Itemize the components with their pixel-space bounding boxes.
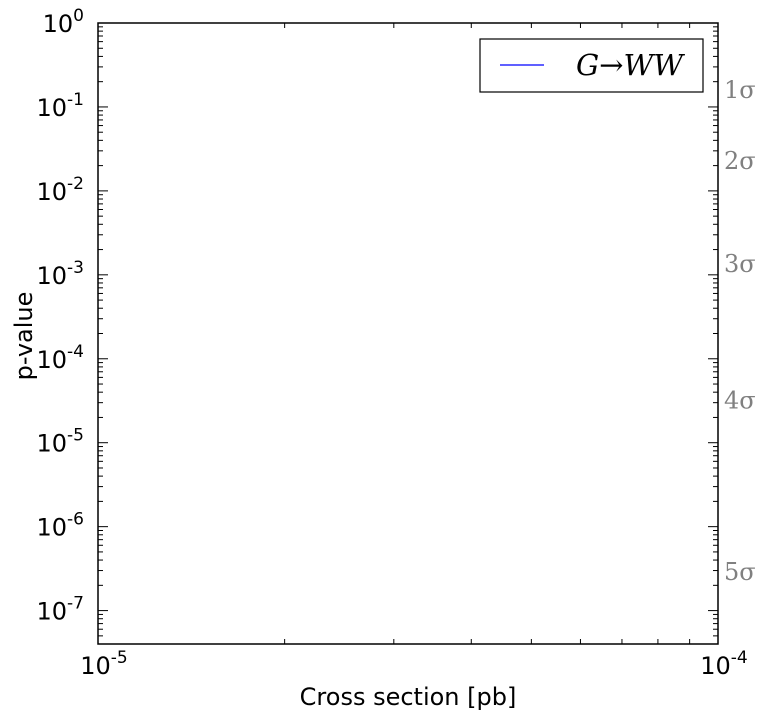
y-tick-labels: 100 10-1 10-2 10-3 10-4 10-5 10-6 10-7 (37, 6, 85, 626)
y-tick-label: 100 (43, 6, 84, 38)
plot-area (97, 22, 719, 645)
y-tick-label: 10-2 (37, 174, 85, 206)
y-tick-label: 10-6 (37, 510, 85, 542)
legend-label: G→WW (576, 48, 685, 82)
x-tick-labels: 10-5 10-4 (80, 648, 748, 680)
y-tick-label: 10-7 (37, 594, 85, 626)
sigma-label: 4σ (724, 387, 756, 415)
y-tick-label: 10-1 (37, 90, 85, 122)
sigma-labels: 1σ 2σ 3σ 4σ 5σ (724, 76, 756, 586)
sigma-label: 1σ (724, 76, 756, 104)
sigma-label: 5σ (724, 558, 756, 586)
y-tick-label: 10-5 (37, 426, 85, 458)
x-tick-label: 10-5 (80, 648, 128, 680)
y-tick-label: 10-4 (37, 342, 85, 374)
x-axis-title: Cross section [pb] (300, 683, 517, 711)
sigma-label: 3σ (724, 250, 756, 278)
sigma-label: 2σ (724, 147, 756, 175)
tick-marks (97, 22, 719, 645)
y-axis-title: p-value (10, 292, 38, 381)
x-tick-label: 10-4 (700, 648, 748, 680)
legend: G→WW (479, 38, 704, 93)
y-tick-label: 10-3 (37, 258, 85, 290)
